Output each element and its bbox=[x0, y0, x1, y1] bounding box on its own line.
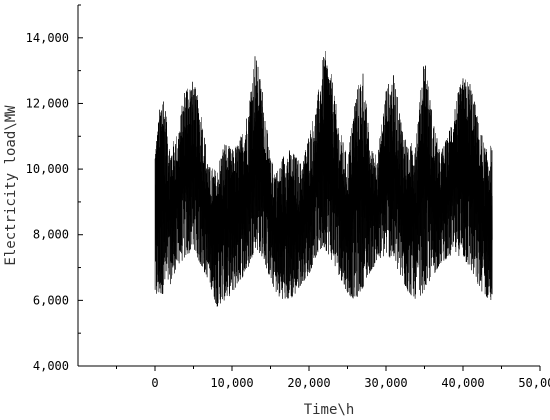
x-tick-label: 10,000 bbox=[210, 376, 253, 390]
tick-labels: 4,000 6,000 8,000 10,000 12,000 14,000 0 10,000… bbox=[26, 31, 550, 390]
y-tick-label: 14,000 bbox=[26, 31, 69, 45]
y-axis-title: Electricity load\MW bbox=[3, 105, 19, 266]
x-tick-label: 20,000 bbox=[287, 376, 330, 390]
load-series-line bbox=[154, 50, 493, 307]
y-tick-label: 6,000 bbox=[33, 293, 69, 307]
y-tick-label: 4,000 bbox=[33, 359, 69, 373]
x-tick-label: 40,000 bbox=[441, 376, 484, 390]
x-axis-title: Time\h bbox=[304, 402, 355, 418]
x-tick-label: 0 bbox=[151, 376, 158, 390]
data-layer bbox=[154, 50, 493, 307]
y-tick-label: 8,000 bbox=[33, 228, 69, 242]
x-tick-label: 30,000 bbox=[364, 376, 407, 390]
y-tick-label: 10,000 bbox=[26, 162, 69, 176]
y-tick-label: 12,000 bbox=[26, 96, 69, 110]
x-tick-label: 50,000 bbox=[518, 376, 550, 390]
axes bbox=[77, 4, 541, 371]
